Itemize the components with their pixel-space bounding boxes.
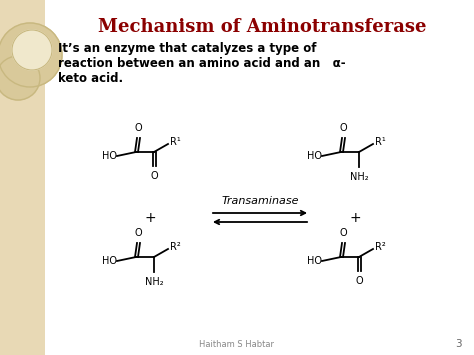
Text: Haitham S Habtar: Haitham S Habtar <box>200 340 274 349</box>
Text: 3: 3 <box>456 339 462 349</box>
Text: NH₂: NH₂ <box>350 172 368 182</box>
Text: R²: R² <box>170 242 181 252</box>
Text: reaction between an amino acid and an   α-: reaction between an amino acid and an α- <box>58 57 346 70</box>
Text: O: O <box>339 123 347 133</box>
Circle shape <box>0 23 62 87</box>
Text: HO: HO <box>102 256 117 266</box>
Bar <box>0 0 45 355</box>
Circle shape <box>0 56 40 100</box>
Text: +: + <box>144 211 156 225</box>
Text: O: O <box>339 228 347 238</box>
Text: O: O <box>355 276 363 286</box>
Text: NH₂: NH₂ <box>145 277 164 287</box>
Text: Mechanism of Aminotransferase: Mechanism of Aminotransferase <box>98 18 426 36</box>
Text: O: O <box>134 228 142 238</box>
Circle shape <box>12 30 52 70</box>
Text: HO: HO <box>102 151 117 161</box>
Text: It’s an enzyme that catalyzes a type of: It’s an enzyme that catalyzes a type of <box>58 42 317 55</box>
Text: HO: HO <box>307 151 322 161</box>
Text: R¹: R¹ <box>375 137 386 147</box>
Text: keto acid.: keto acid. <box>58 72 123 85</box>
Text: R¹: R¹ <box>170 137 181 147</box>
Text: Transaminase: Transaminase <box>221 196 299 206</box>
Text: O: O <box>134 123 142 133</box>
Text: O: O <box>150 171 158 181</box>
Text: +: + <box>349 211 361 225</box>
Text: R²: R² <box>375 242 386 252</box>
Text: HO: HO <box>307 256 322 266</box>
